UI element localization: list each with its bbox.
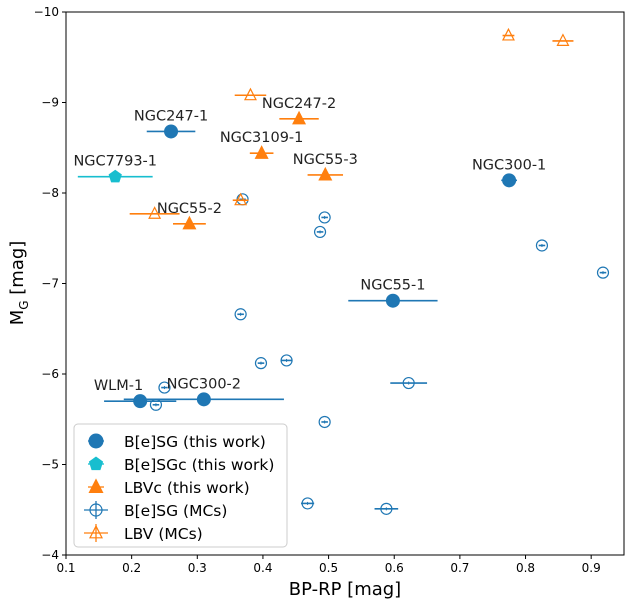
- x-axis-label: BP-RP [mag]: [289, 579, 401, 600]
- y-tick-label: −10: [34, 5, 59, 19]
- y-tick-label: −7: [41, 277, 59, 291]
- point-label: NGC300-2: [167, 376, 241, 392]
- point-label: WLM-1: [94, 378, 143, 394]
- legend-box: [73, 423, 288, 548]
- x-tick-label: 0.1: [56, 561, 75, 575]
- data-point: [380, 502, 393, 515]
- legend-entry: LBV (MCs): [84, 524, 203, 543]
- series-lbvc-this-work-: [173, 110, 344, 230]
- data-point: [133, 394, 148, 409]
- legend-label: B[e]SGc (this work): [124, 456, 274, 474]
- y-axis-label: MG [mag]: [7, 241, 31, 326]
- y-tick-label: −4: [41, 548, 59, 562]
- plot-area: NGC247-1 NGC247-2 NGC3109-1 NGC7793-1 NGC55-…: [73, 27, 610, 515]
- point-label: NGC300-1: [472, 157, 546, 173]
- point-label: NGC247-1: [134, 108, 208, 124]
- data-point: [254, 357, 268, 370]
- data-point: [280, 354, 293, 367]
- data-point: [158, 381, 171, 394]
- data-point: [234, 192, 248, 206]
- x-tick-label: 0.9: [582, 561, 601, 575]
- point-label: NGC3109-1: [220, 130, 304, 146]
- legend-entry: B[e]SG (this work): [88, 433, 266, 451]
- data-point: [292, 110, 307, 125]
- data-point: [301, 497, 314, 510]
- data-point: [149, 398, 163, 411]
- data-point: [501, 27, 515, 41]
- point-label: NGC7793-1: [73, 154, 157, 170]
- data-point: [535, 239, 549, 252]
- data-point: [164, 124, 179, 139]
- point-label: NGC247-2: [262, 96, 336, 112]
- x-tick-label: 0.8: [516, 561, 535, 575]
- legend-label: B[e]SG (MCs): [124, 502, 227, 520]
- data-point: [243, 87, 257, 101]
- legend-marker: [88, 456, 104, 471]
- y-axis-label-main: M: [7, 310, 28, 326]
- y-tick-label: −6: [41, 367, 59, 381]
- data-point: [502, 173, 517, 188]
- data-point: [148, 206, 162, 219]
- legend-marker: [88, 478, 104, 494]
- point-label: NGC55-1: [360, 278, 425, 294]
- x-tick-label: 0.2: [122, 561, 141, 575]
- series-b-e-sg-this-work-: [104, 124, 517, 409]
- y-tick-label: −9: [41, 96, 59, 110]
- x-tick-label: 0.4: [253, 561, 272, 575]
- y-tick-label: −5: [41, 458, 59, 472]
- point-label: NGC55-2: [157, 201, 222, 217]
- legend-marker: [89, 524, 103, 539]
- axes: 0.1 0.2 0.3 0.4 0.5 0.6 0.7 0.8 0.9 −10 −9 −8 −7 −6 −5…: [34, 5, 625, 575]
- data-point: [402, 376, 415, 390]
- data-point: [108, 169, 122, 183]
- data-point: [182, 215, 197, 230]
- data-point: [254, 145, 269, 159]
- data-point: [385, 293, 400, 308]
- x-tick-label: 0.7: [450, 561, 469, 575]
- series-b-e-sgc-this-work-: [77, 169, 153, 183]
- data-point: [234, 308, 247, 321]
- x-tick-label: 0.6: [385, 561, 404, 575]
- series-lbv-mcs-: [129, 27, 574, 219]
- legend-label: LBV (MCs): [124, 525, 203, 543]
- legend-entry: B[e]SG (MCs): [84, 501, 227, 520]
- data-point: [556, 33, 570, 46]
- legend-entry: B[e]SGc (this work): [88, 456, 274, 474]
- legend-marker: [88, 433, 104, 449]
- data-point: [318, 415, 331, 429]
- legend-label: LBVc (this work): [124, 479, 250, 497]
- data-point: [318, 211, 331, 224]
- legend-marker: [89, 503, 103, 517]
- data-point: [196, 392, 211, 407]
- y-axis-label-sub: G: [17, 300, 31, 309]
- data-point: [318, 166, 333, 181]
- legend-entry: LBVc (this work): [88, 478, 250, 497]
- x-tick-label: 0.3: [188, 561, 207, 575]
- legend-label: B[e]SG (this work): [124, 433, 266, 451]
- data-point: [313, 225, 327, 239]
- x-tick-label: 0.5: [319, 561, 338, 575]
- data-point: [596, 266, 610, 279]
- y-tick-label: −8: [41, 186, 59, 200]
- point-label: NGC55-3: [293, 152, 358, 168]
- legend: B[e]SG (this work) B[e]SGc (this work) LBV…: [73, 423, 288, 548]
- y-axis-label-unit: [mag]: [7, 241, 28, 301]
